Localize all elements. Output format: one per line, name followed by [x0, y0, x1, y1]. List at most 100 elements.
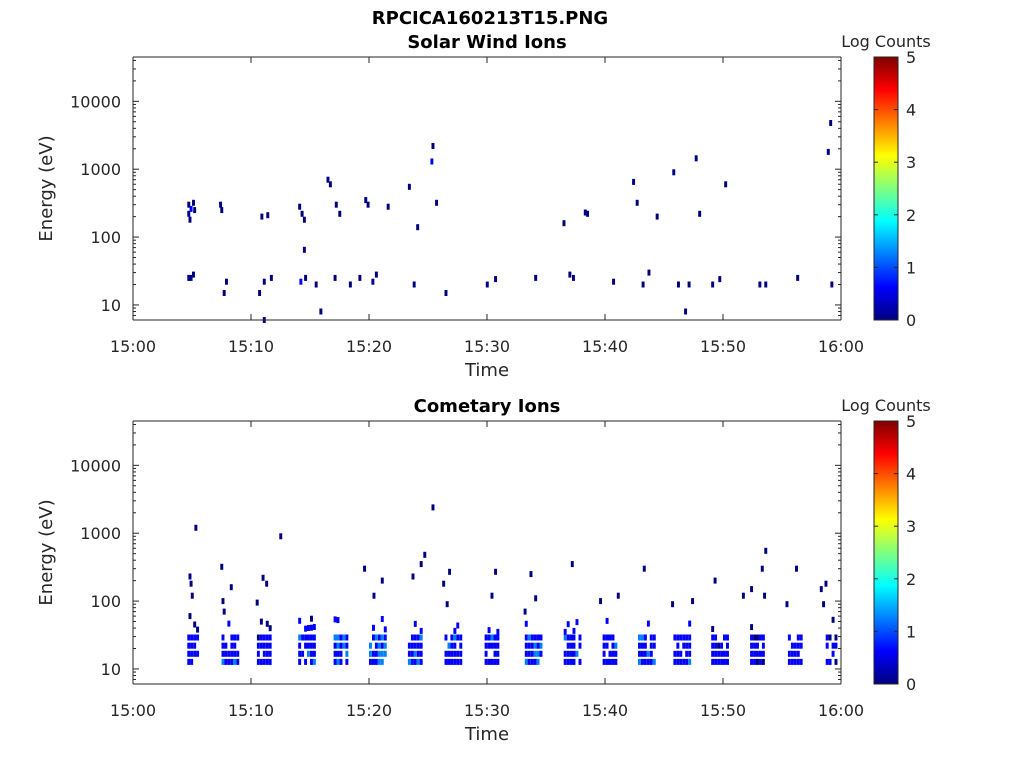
data-cell — [372, 650, 375, 657]
data-cell — [342, 642, 346, 649]
data-cell — [575, 619, 579, 626]
data-cell — [310, 642, 313, 649]
data-cell — [646, 650, 650, 657]
data-cell — [831, 642, 835, 649]
data-cell — [224, 642, 228, 649]
data-cell — [563, 628, 567, 635]
x-axis-label: Time — [464, 724, 509, 745]
data-cell — [758, 281, 762, 288]
data-cell — [819, 586, 823, 593]
data-cell — [225, 278, 228, 285]
data-cell — [459, 642, 463, 649]
data-cell — [487, 634, 491, 641]
data-cell — [831, 616, 835, 623]
data-cell — [262, 650, 266, 657]
data-cell — [530, 658, 534, 665]
data-cell — [825, 658, 829, 665]
data-cell — [413, 634, 417, 641]
data-cell — [431, 143, 435, 149]
data-cell — [268, 625, 272, 632]
data-cell — [459, 650, 463, 657]
data-cell — [298, 650, 302, 657]
data-cell — [536, 650, 540, 657]
data-cell — [494, 568, 498, 575]
data-cell — [445, 601, 449, 608]
data-cell — [569, 634, 573, 641]
data-cell — [643, 634, 647, 641]
data-cell — [380, 658, 384, 665]
data-cell — [496, 650, 500, 657]
data-cell — [536, 634, 540, 641]
data-cell — [711, 634, 715, 641]
data-cell — [312, 658, 316, 665]
figure-title: RPCICA160213T15.PNG — [371, 8, 609, 29]
data-cell — [790, 658, 794, 665]
data-cell — [493, 650, 497, 657]
data-cell — [566, 642, 570, 649]
data-cell — [336, 617, 340, 624]
data-cell — [586, 210, 590, 217]
data-cell — [312, 624, 316, 630]
data-cell — [459, 634, 463, 641]
data-cell — [673, 650, 677, 657]
data-cell — [761, 650, 765, 657]
data-cell — [602, 650, 606, 657]
data-cell — [649, 634, 653, 641]
y-tick-label: 10 — [101, 660, 121, 679]
data-cell — [190, 642, 194, 649]
panel-2: 15:00 15:10 15:20 15:30 15:40 15:50 16:0010100… — [36, 396, 931, 745]
data-cell — [563, 634, 567, 641]
data-cell — [643, 650, 647, 657]
data-cell — [187, 274, 191, 281]
data-cell — [233, 658, 237, 665]
data-cell — [190, 634, 194, 641]
data-cell — [374, 271, 378, 278]
data-cell — [524, 642, 528, 649]
data-cell — [339, 634, 343, 641]
data-cell — [684, 308, 688, 315]
data-cell — [753, 658, 757, 665]
data-cell — [652, 658, 656, 665]
data-cell — [652, 642, 656, 649]
data-cell — [539, 642, 543, 649]
data-cell — [300, 210, 304, 217]
data-cell — [572, 642, 576, 649]
data-cell — [450, 642, 454, 649]
data-cell — [763, 592, 767, 599]
data-cell — [717, 650, 721, 657]
data-cell — [262, 658, 266, 665]
data-cell — [193, 621, 197, 628]
data-cell — [694, 155, 698, 162]
data-cell — [726, 650, 729, 657]
x-tick-label: 15:50 — [700, 337, 746, 356]
data-cell — [569, 658, 573, 665]
colorbar-tick-label: 1 — [906, 622, 916, 641]
data-cell — [638, 658, 641, 665]
data-cell — [188, 613, 192, 620]
data-cell — [372, 592, 376, 599]
data-cell — [407, 642, 411, 649]
data-cell — [345, 642, 349, 649]
data-cell — [711, 642, 715, 649]
data-cell — [193, 642, 197, 649]
data-cell — [720, 650, 724, 657]
data-cell — [301, 650, 305, 657]
data-cell — [416, 650, 420, 657]
data-cell — [720, 658, 724, 665]
data-cell — [671, 601, 675, 608]
data-cell — [333, 616, 337, 623]
data-cell — [496, 628, 500, 635]
data-cell — [655, 213, 659, 220]
x-tick-label: 15:20 — [346, 701, 392, 720]
data-cell — [714, 658, 718, 665]
colorbar-tick-label: 2 — [906, 570, 916, 589]
data-cell — [194, 524, 198, 531]
data-cell — [221, 634, 225, 641]
data-cell — [750, 586, 754, 593]
data-cell — [824, 580, 828, 587]
data-cell — [828, 634, 832, 641]
data-cell — [380, 616, 384, 622]
data-cell — [336, 642, 340, 649]
data-cell — [374, 658, 378, 665]
data-cell — [568, 271, 572, 278]
